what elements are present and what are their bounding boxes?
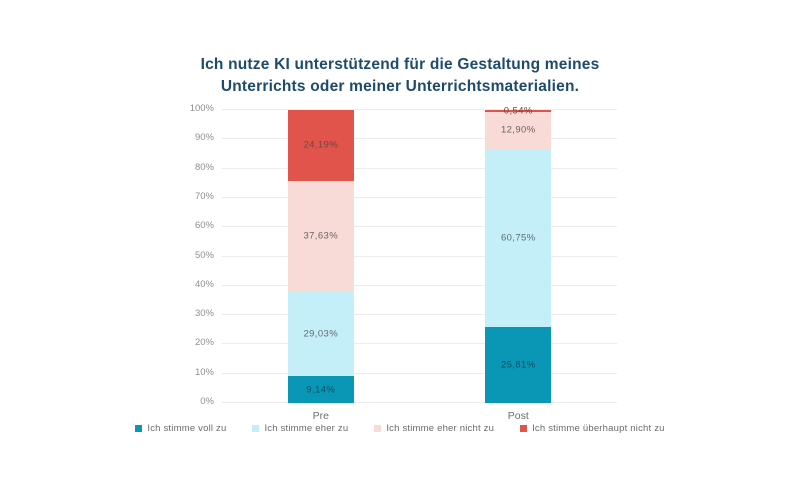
bar-pre: 9,14% 29,03% 37,63% 24,19%	[287, 110, 354, 403]
gridline	[222, 255, 617, 257]
legend-swatch	[374, 425, 382, 432]
x-axis-category-label: Post	[507, 410, 529, 422]
legend-item-label: Ich stimme eher nicht zu	[386, 423, 495, 434]
x-axis-category-label: Pre	[312, 410, 329, 422]
y-axis-tick-label: 50%	[194, 249, 214, 261]
gridline	[222, 226, 617, 228]
segment-value-label: 25,81%	[500, 359, 536, 371]
chart-title-line2: Unterrichts oder meiner Unterrichtsmater…	[220, 78, 580, 95]
legend-item: Ich stimme voll zu	[135, 423, 226, 434]
segment-value-label: 24,19%	[303, 139, 339, 151]
bar-segment: 24,19%	[287, 110, 354, 181]
bar-segment: 12,90%	[485, 111, 552, 150]
gridline	[222, 284, 617, 286]
y-axis-tick-label: 20%	[194, 337, 214, 349]
gridline	[222, 109, 617, 110]
plot-area: 0% 10% 20% 30% 40% 50% 60% 70% 80% 90% 100% 9,14% 29…	[190, 103, 617, 422]
legend-swatch	[520, 425, 528, 432]
gridline	[222, 372, 617, 374]
y-axis-tick-label: 70%	[194, 190, 214, 202]
bar-segment: 25,81%	[485, 327, 552, 403]
legend-item-label: Ich stimme überhaupt nicht zu	[532, 423, 665, 434]
gridline	[222, 138, 617, 140]
bar-segment: 37,63%	[287, 180, 354, 292]
bar-segment: 29,03%	[287, 291, 354, 377]
bar-segment: 60,75%	[485, 149, 552, 328]
y-axis-tick-label: 80%	[194, 161, 214, 173]
y-axis-tick-label: 10%	[194, 366, 214, 378]
chart-title-line1: Ich nutze KI unterstützend für die Gesta…	[200, 56, 600, 73]
legend-swatch	[252, 425, 260, 432]
bar-segment: 9,14%	[287, 376, 354, 403]
legend-item: Ich stimme eher zu	[252, 423, 348, 434]
y-axis-tick-label: 0%	[200, 396, 214, 407]
legend: Ich stimme voll zu Ich stimme eher zu Ich …	[0, 423, 800, 434]
y-axis-tick-label: 40%	[194, 278, 214, 290]
legend-item-label: Ich stimme voll zu	[147, 423, 227, 434]
segment-value-label: 0,54%	[503, 105, 533, 117]
gridline	[222, 314, 617, 316]
gridline	[222, 196, 617, 198]
segment-value-label: 29,03%	[303, 328, 339, 340]
y-axis-tick-label: 100%	[189, 103, 214, 114]
bar-post: 25,81% 60,75% 12,90% 0,54%	[485, 105, 552, 403]
y-axis-tick-label: 60%	[194, 220, 214, 232]
segment-value-label: 12,90%	[500, 124, 536, 136]
y-axis-tick-label: 90%	[194, 132, 214, 144]
segment-value-label: 37,63%	[303, 230, 339, 242]
legend-item: Ich stimme überhaupt nicht zu	[520, 423, 665, 434]
gridline	[222, 402, 617, 403]
bar-segment: 0,54%	[485, 105, 552, 116]
gridline	[222, 167, 617, 169]
segment-value-label: 9,14%	[306, 384, 336, 396]
legend-item: Ich stimme eher nicht zu	[374, 423, 494, 434]
segment-value-label: 60,75%	[500, 232, 536, 244]
legend-item-label: Ich stimme eher zu	[264, 423, 349, 434]
gridline	[222, 343, 617, 345]
legend-swatch	[135, 425, 143, 432]
chart-title: Ich nutze KI unterstützend für die Gesta…	[0, 54, 800, 98]
y-axis-tick-label: 30%	[194, 308, 214, 320]
